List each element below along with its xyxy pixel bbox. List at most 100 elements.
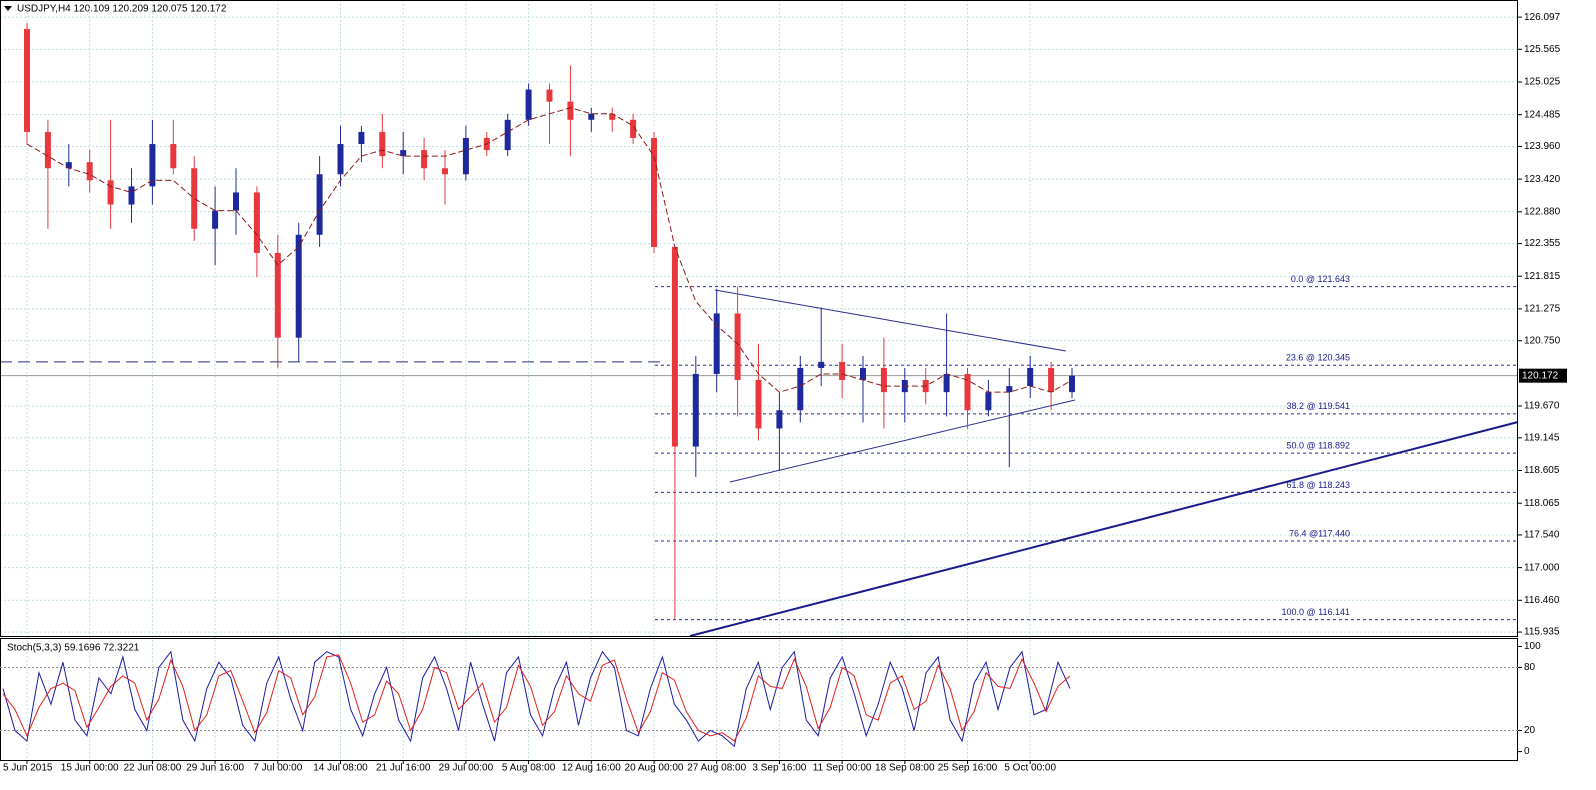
indicator-frame — [0, 638, 1518, 761]
y-tick-label: 20 — [1524, 725, 1536, 736]
candle-body — [86, 162, 93, 181]
y-tick-label: 117.000 — [1524, 562, 1560, 573]
x-tick-label: 12 Aug 16:00 — [562, 763, 621, 774]
menu-icon — [4, 6, 12, 11]
x-tick-label: 14 Jul 08:00 — [313, 763, 368, 774]
x-tick-label: 15 Jun 00:00 — [61, 763, 119, 774]
candle-body — [504, 119, 511, 151]
fib-label: 23.6 @ 120.345 — [1286, 353, 1350, 363]
y-tick-label: 118.605 — [1524, 465, 1560, 476]
y-tick-label: 124.485 — [1524, 109, 1561, 120]
trendlines — [689, 289, 1519, 637]
candle-body — [149, 144, 156, 187]
stoch-line — [2, 654, 1071, 742]
y-tick-label: 119.145 — [1524, 432, 1560, 443]
candle-body — [253, 192, 260, 253]
candle-body — [462, 137, 469, 175]
candle-body — [860, 367, 866, 381]
fib-label: 61.8 @ 118.243 — [1286, 480, 1350, 490]
candle-body — [630, 119, 637, 138]
candle-body — [337, 144, 344, 175]
y-tick-label: 122.355 — [1524, 238, 1561, 249]
y-tick-label: 122.880 — [1524, 206, 1561, 217]
candle-body — [24, 29, 30, 132]
candle-body — [1069, 375, 1075, 393]
x-tick-label: 29 Jul 00:00 — [439, 763, 494, 774]
main-frame — [0, 0, 1518, 637]
candle-body — [1048, 367, 1055, 393]
fib-label: 76.4 @117.440 — [1289, 528, 1350, 538]
y-tick-label: 126.097 — [1524, 12, 1561, 23]
candle-body — [818, 361, 825, 368]
y-tick-label: 118.065 — [1524, 498, 1560, 509]
fib-label: 0.0 @ 121.643 — [1291, 274, 1350, 284]
stoch-line — [2, 650, 1071, 748]
candle-body — [713, 313, 720, 374]
candle-body — [985, 392, 992, 411]
y-tick-label: 121.815 — [1524, 271, 1561, 282]
triangle-top — [714, 289, 1067, 352]
y-tick-label: 100 — [1524, 641, 1541, 652]
x-tick-label: 5 Oct 00:00 — [1004, 763, 1056, 774]
y-tick-label: 116.460 — [1524, 595, 1560, 606]
current-price-box — [1519, 368, 1567, 383]
candle-body — [128, 186, 135, 205]
y-tick-label: 120.750 — [1524, 335, 1561, 346]
x-tick-label: 22 Jun 08:00 — [123, 763, 181, 774]
x-tick-label: 11 Sep 00:00 — [813, 763, 872, 774]
x-tick-label: 18 Sep 08:00 — [875, 763, 935, 774]
candle-body — [65, 162, 72, 169]
candle-body — [107, 180, 114, 205]
chart-title: USDJPY,H4 120.109 120.209 120.075 120.17… — [17, 4, 227, 15]
candle-body — [44, 131, 51, 169]
y-tick-label: 121.275 — [1524, 304, 1561, 315]
long-trendline — [689, 421, 1519, 637]
y-tick-label: 123.960 — [1524, 141, 1561, 152]
triangle-bottom — [729, 399, 1076, 483]
candle-body — [400, 150, 407, 157]
candle-body — [797, 367, 804, 411]
y-tick-label: 0 — [1524, 746, 1530, 757]
x-tick-label: 25 Sep 16:00 — [938, 763, 998, 774]
candle-body — [233, 192, 239, 211]
moving-average — [26, 107, 1073, 393]
candle-body — [191, 168, 198, 229]
y-tick-label: 117.540 — [1524, 530, 1560, 541]
candle-body — [212, 210, 219, 229]
fib-label: 38.2 @ 119.541 — [1286, 401, 1350, 411]
y-tick-label: 123.420 — [1524, 174, 1561, 185]
x-tick-label: 7 Jul 00:00 — [253, 763, 302, 774]
candle-body — [880, 367, 887, 393]
candle-body — [358, 131, 365, 145]
candle-body — [567, 101, 574, 120]
candle-body — [379, 131, 386, 157]
y-tick-label: 125.565 — [1524, 44, 1561, 55]
x-tick-label: 27 Aug 08:00 — [687, 763, 746, 774]
candle-body — [755, 380, 762, 429]
candle-body — [1027, 367, 1034, 387]
candle-body — [1006, 386, 1013, 393]
candle-body — [442, 168, 448, 175]
candle-body — [295, 234, 302, 338]
candle-body — [839, 361, 846, 381]
candle-body — [170, 144, 177, 169]
candle-body — [316, 174, 323, 235]
fib-label: 100.0 @ 116.141 — [1281, 607, 1350, 617]
candle-body — [421, 150, 428, 169]
indicator-title: Stoch(5,3,3) 59.1696 72.3221 — [7, 643, 140, 654]
candle-body — [546, 89, 553, 102]
candle-body — [609, 113, 616, 120]
y-tick-label: 115.935 — [1524, 627, 1560, 638]
x-tick-label: 3 Sep 16:00 — [752, 763, 806, 774]
x-tick-label: 20 Aug 00:00 — [625, 763, 684, 774]
candle-body — [943, 373, 950, 393]
fib-label: 50.0 @ 118.892 — [1286, 441, 1350, 451]
current-price-label: 120.172 — [1522, 370, 1559, 381]
candle-body — [274, 252, 281, 338]
x-tick-label: 5 Aug 08:00 — [502, 763, 556, 774]
candle-body — [692, 373, 699, 447]
y-tick-label: 80 — [1524, 662, 1536, 673]
x-tick-label: 21 Jul 16:00 — [376, 763, 431, 774]
y-tick-label: 125.025 — [1524, 77, 1561, 88]
